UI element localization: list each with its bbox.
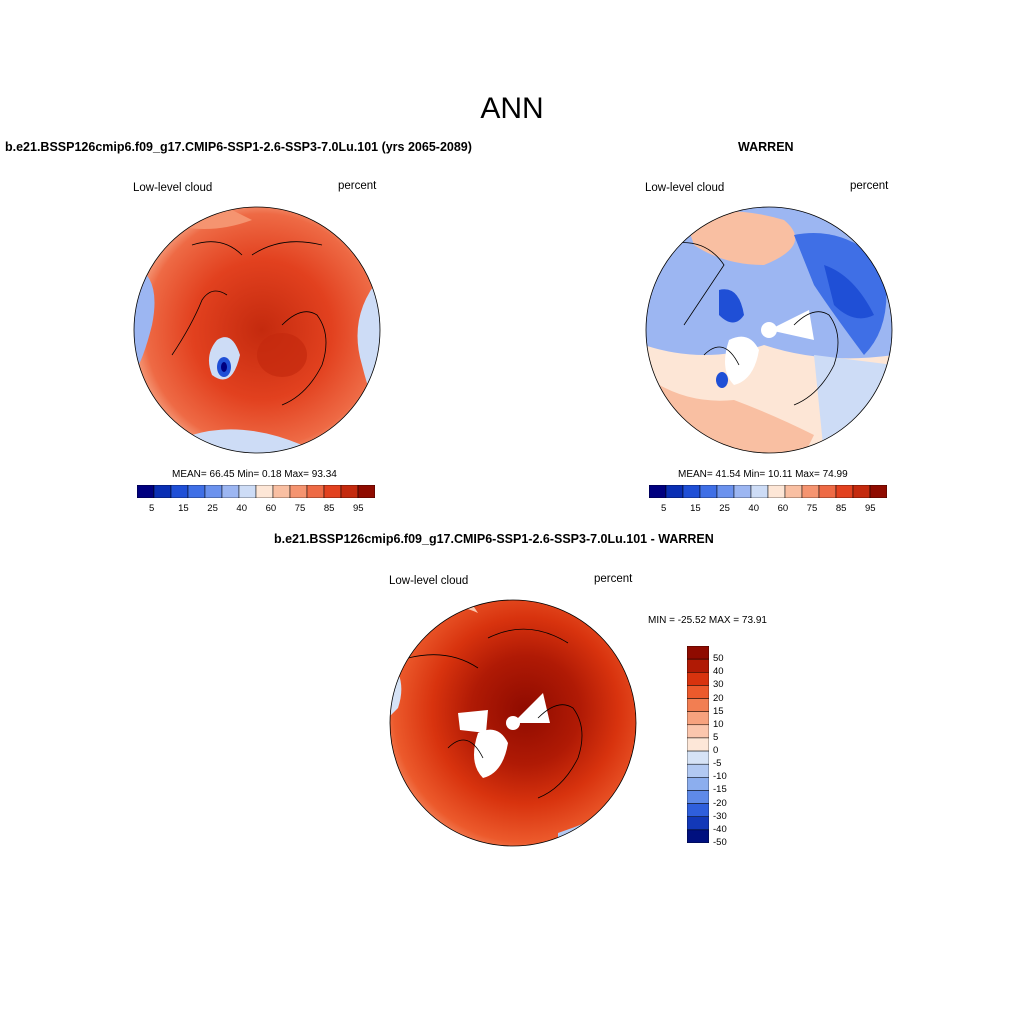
colorbar-tick-label: 10 xyxy=(713,718,724,730)
colorbar-swatch xyxy=(153,485,172,498)
colorbar-tick-label: 75 xyxy=(806,503,818,514)
colorbar-swatch xyxy=(687,737,709,752)
panel-diff-units-label: percent xyxy=(594,573,633,585)
panel-model-units-label: percent xyxy=(338,180,377,192)
colorbar-tick-label: 40 xyxy=(748,503,759,514)
colorbar-swatch xyxy=(137,485,155,498)
colorbar-tick-label: 50 xyxy=(713,653,724,665)
colorbar-swatch xyxy=(682,485,701,498)
colorbar-swatch xyxy=(687,646,709,660)
panel-model-colorbar xyxy=(137,485,375,498)
colorbar-tick-label: 15 xyxy=(713,705,724,717)
colorbar-swatch xyxy=(687,790,709,804)
colorbar-swatch xyxy=(272,485,291,498)
colorbar-tick-label: -10 xyxy=(713,771,727,783)
colorbar-tick-label: 15 xyxy=(690,503,701,514)
panel-diff-map xyxy=(389,599,637,847)
colorbar-swatch xyxy=(767,485,786,498)
colorbar-swatch xyxy=(204,485,223,498)
panel-diff-run-title: b.e21.BSSP126cmip6.f09_g17.CMIP6-SSP1-2.… xyxy=(274,532,714,546)
colorbar-tick-label: 25 xyxy=(207,503,218,514)
figure-title: ANN xyxy=(480,92,544,125)
colorbar-swatch xyxy=(170,485,189,498)
colorbar-swatch xyxy=(665,485,684,498)
colorbar-tick-label: -30 xyxy=(713,810,727,822)
colorbar-swatch xyxy=(221,485,240,498)
colorbar-tick-label: 25 xyxy=(719,503,730,514)
colorbar-swatch xyxy=(649,485,667,498)
colorbar-tick-label: 60 xyxy=(777,503,789,514)
colorbar-swatch xyxy=(687,724,709,739)
colorbar-swatch xyxy=(687,763,709,778)
colorbar-swatch xyxy=(733,485,752,498)
panel-obs-run-title: WARREN xyxy=(738,140,794,154)
colorbar-swatch xyxy=(306,485,325,498)
colorbar-swatch xyxy=(687,829,709,843)
colorbar-swatch xyxy=(750,485,769,498)
panel-model-variable-label: Low-level cloud xyxy=(133,182,213,194)
panel-obs-units-label: percent xyxy=(850,180,889,192)
colorbar-tick-label: 95 xyxy=(353,503,364,514)
colorbar-swatch xyxy=(687,816,709,831)
colorbar-tick-label: 5 xyxy=(713,731,719,743)
colorbar-tick-label: 60 xyxy=(265,503,277,514)
colorbar-swatch xyxy=(255,485,274,498)
colorbar-tick-label: 85 xyxy=(323,503,335,514)
colorbar-swatch xyxy=(835,485,854,498)
colorbar-swatch xyxy=(687,777,709,791)
colorbar-swatch xyxy=(784,485,803,498)
colorbar-swatch xyxy=(687,672,709,686)
colorbar-tick-label: 0 xyxy=(713,745,719,757)
panel-obs-stats: MEAN= 41.54 Min= 10.11 Max= 74.99 xyxy=(678,469,848,480)
colorbar-tick-label: -50 xyxy=(713,837,727,848)
panel-diff-colorbar-labels: 50 40 30 20 15 10 5 0 -5 -10 -15 -20 -30 -40 -50 xyxy=(713,646,773,848)
colorbar-tick-label: 40 xyxy=(236,503,247,514)
colorbar-tick-label: -20 xyxy=(713,797,727,809)
colorbar-tick-label: 40 xyxy=(713,666,724,678)
colorbar-tick-label: 15 xyxy=(178,503,189,514)
panel-model-map xyxy=(133,206,381,454)
panel-diff-colorbar xyxy=(687,646,709,843)
colorbar-tick-label: -40 xyxy=(713,823,727,835)
panel-obs-map xyxy=(645,206,893,454)
panel-diff-stats: MIN = -25.52 MAX = 73.91 xyxy=(648,615,767,626)
colorbar-tick-label: 5 xyxy=(149,503,155,514)
colorbar-swatch xyxy=(357,485,375,498)
colorbar-swatch xyxy=(289,485,308,498)
colorbar-swatch xyxy=(687,685,709,699)
colorbar-swatch xyxy=(687,711,709,726)
panel-diff-variable-label: Low-level cloud xyxy=(389,575,469,587)
panel-model-run-title: b.e21.BSSP126cmip6.f09_g17.CMIP6-SSP1-2.… xyxy=(5,140,472,154)
colorbar-tick-label: 30 xyxy=(713,679,724,691)
colorbar-swatch xyxy=(801,485,820,498)
colorbar-swatch xyxy=(699,485,718,498)
colorbar-swatch xyxy=(238,485,257,498)
colorbar-tick-label: 95 xyxy=(865,503,876,514)
colorbar-swatch xyxy=(323,485,342,498)
colorbar-swatch xyxy=(869,485,887,498)
panel-model-stats: MEAN= 66.45 Min= 0.18 Max= 93.34 xyxy=(172,469,337,480)
colorbar-tick-label: 20 xyxy=(713,692,724,704)
colorbar-tick-label: 85 xyxy=(835,503,847,514)
colorbar-swatch xyxy=(187,485,206,498)
colorbar-swatch xyxy=(687,750,709,765)
panel-obs-variable-label: Low-level cloud xyxy=(645,182,725,194)
panel-obs-colorbar xyxy=(649,485,887,498)
colorbar-tick-label: 5 xyxy=(661,503,667,514)
colorbar-swatch xyxy=(687,658,709,673)
colorbar-tick-label: -5 xyxy=(713,758,722,770)
colorbar-swatch xyxy=(852,485,871,498)
colorbar-tick-label: -15 xyxy=(713,784,727,796)
colorbar-swatch xyxy=(818,485,837,498)
colorbar-swatch xyxy=(687,803,709,817)
colorbar-swatch xyxy=(687,698,709,712)
colorbar-tick-label: 75 xyxy=(294,503,306,514)
colorbar-swatch xyxy=(340,485,359,498)
colorbar-swatch xyxy=(716,485,735,498)
